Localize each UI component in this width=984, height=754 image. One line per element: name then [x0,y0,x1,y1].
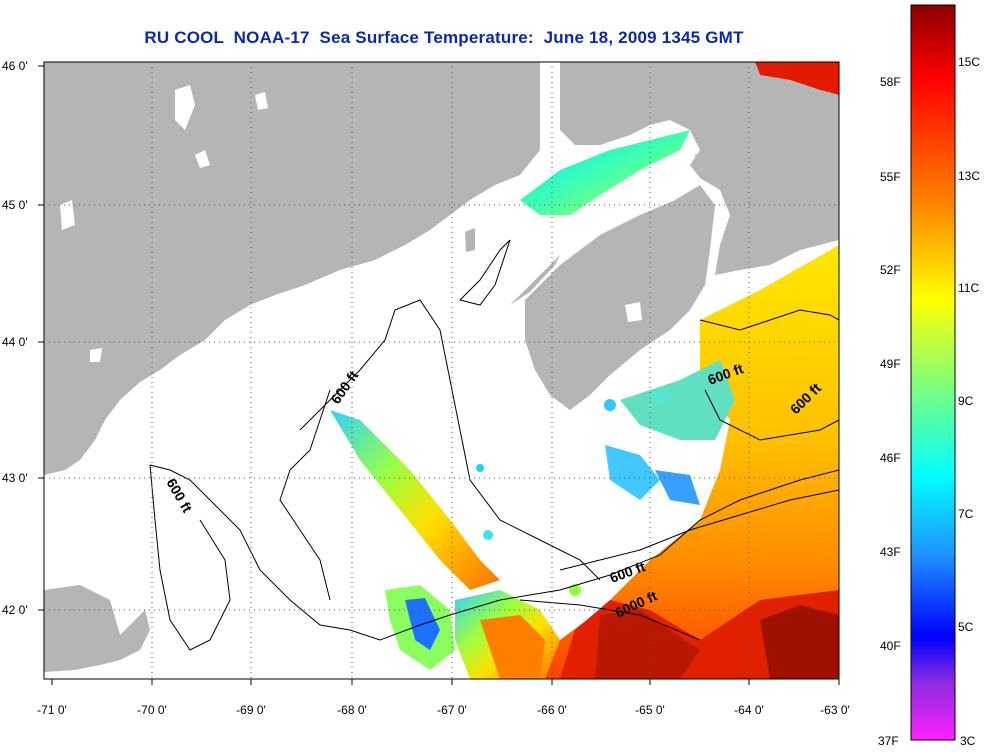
lakes [60,85,642,362]
colorbar-c-label: 11C [958,281,979,295]
colorbar-f-label: 40F [880,639,901,653]
lat-tick-label: 45 0' [2,198,28,212]
lat-tick-label: 42 0' [2,603,28,617]
land [44,62,839,672]
colorbar-c-label: 7C [958,507,974,521]
lon-tick-label: -64 0' [734,703,764,717]
colorbar-f-label: 46F [880,451,901,465]
map-title: RU COOL NOAA-17 Sea Surface Temperature:… [144,28,744,47]
colorbar-f-label: 55F [880,170,901,184]
lon-tick-label: -71 0' [37,703,67,717]
lat-tick-label: 43 0' [2,471,28,485]
colorbar-f-label: 49F [880,357,901,371]
lat-tick-label: 46 0' [2,59,28,73]
lon-tick-label: -67 0' [437,703,467,717]
lon-tick-label: -70 0' [137,703,167,717]
lon-tick-label: -63 0' [820,703,850,717]
colorbar-c-label: 5C [958,620,974,634]
colorbar-f-label: 43F [880,545,901,559]
colorbar-c-label: 9C [958,394,974,408]
lon-tick-label: -69 0' [236,703,266,717]
colorbar-c-label: 13C [958,169,980,183]
colorbar [910,4,956,741]
colorbar-f-label: 37F [878,734,899,748]
colorbar-f-label: 52F [880,263,901,277]
lon-tick-label: -68 0' [337,703,367,717]
sst-data [330,62,839,679]
lat-tick-label: 44 0' [2,335,28,349]
colorbar-f-label: 58F [880,75,901,89]
colorbar-c-label: 15C [958,55,980,69]
colorbar-c-label: 3C [960,734,976,748]
bathymetry-contours [149,239,839,651]
tick-marks [38,65,840,685]
lon-tick-label: -65 0' [635,703,665,717]
lon-tick-label: -66 0' [537,703,567,717]
